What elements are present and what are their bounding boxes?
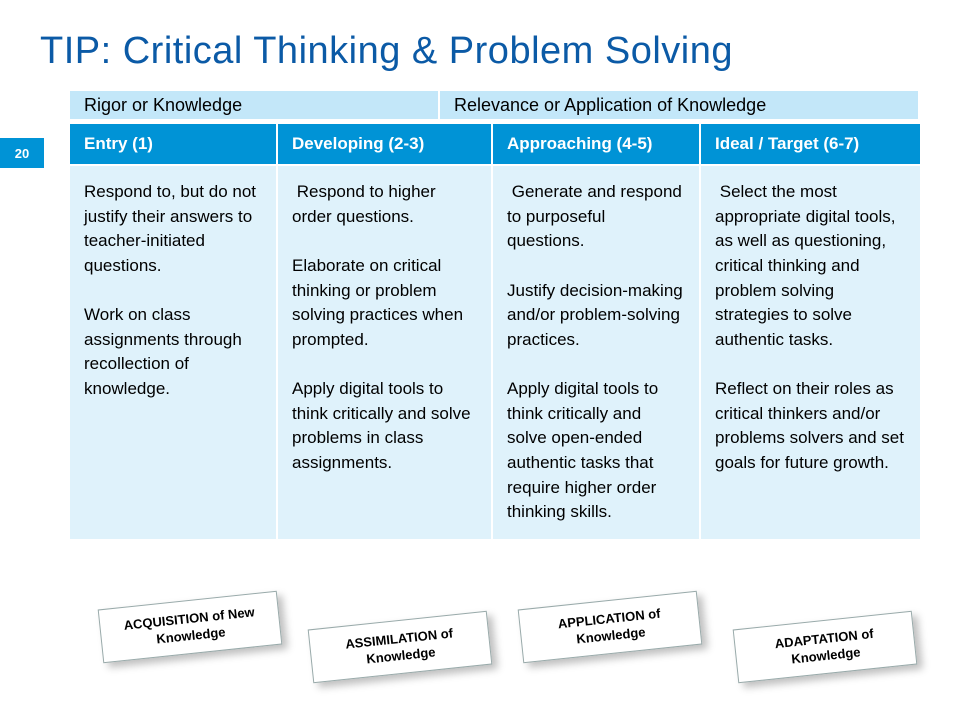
col-header-approaching: Approaching (4-5) (493, 124, 701, 164)
col-header-ideal: Ideal / Target (6-7) (701, 124, 920, 164)
cell-ideal: Select the most appropriate digital tool… (701, 166, 920, 539)
page-number-tab: 20 (0, 138, 44, 168)
cell-developing: Respond to higher order questions. Elabo… (278, 166, 493, 539)
slide-title: TIP: Critical Thinking & Problem Solving (0, 20, 960, 91)
subheader-right: Relevance or Application of Knowledge (440, 91, 920, 120)
col-header-developing: Developing (2-3) (278, 124, 493, 164)
cell-approaching: Generate and respond to purposeful quest… (493, 166, 701, 539)
page-number: 20 (15, 146, 29, 161)
subheader-row: Rigor or Knowledge Relevance or Applicat… (70, 91, 920, 120)
rubric-table: Entry (1) Developing (2-3) Approaching (… (70, 122, 920, 539)
table-header-row: Entry (1) Developing (2-3) Approaching (… (70, 124, 920, 164)
callout-application: APPLICATION of Knowledge (518, 591, 703, 663)
col-header-entry: Entry (1) (70, 124, 278, 164)
callout-acquisition: ACQUISITION of New Knowledge (98, 591, 283, 663)
subheader-left: Rigor or Knowledge (70, 91, 440, 120)
cell-entry: Respond to, but do not justify their ans… (70, 166, 278, 539)
callout-assimilation: ASSIMILATION of Knowledge (308, 611, 493, 683)
callout-adaptation: ADAPTATION of Knowledge (733, 611, 918, 683)
table-body-row: Respond to, but do not justify their ans… (70, 164, 920, 539)
slide: TIP: Critical Thinking & Problem Solving… (0, 0, 960, 720)
